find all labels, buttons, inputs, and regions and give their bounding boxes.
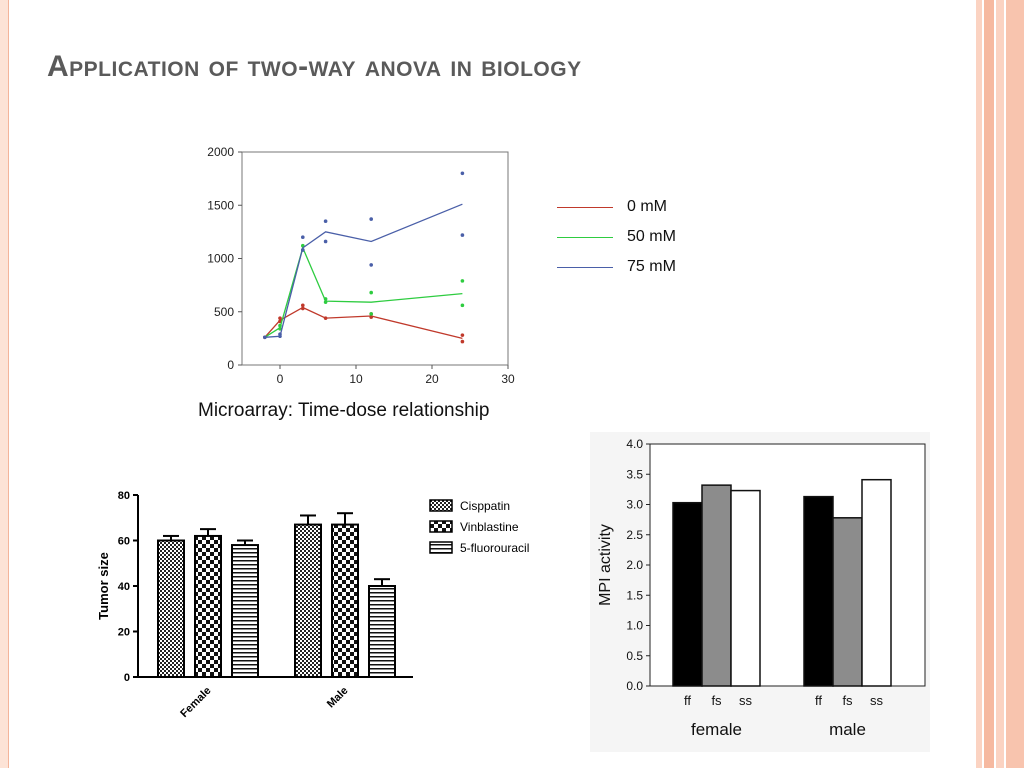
data-point <box>278 332 282 336</box>
y-tick-label: 1500 <box>207 198 234 212</box>
data-point <box>460 233 465 237</box>
series-line-2 <box>264 203 463 338</box>
data-point <box>460 303 465 308</box>
y-tick-label: 0.5 <box>626 649 643 663</box>
legend-item-75mm: 75 mM <box>557 258 676 276</box>
y-tick-label: 0 <box>124 672 130 684</box>
bar-female-fs <box>701 484 732 687</box>
chart-caption: Microarray: Time-dose relationship <box>198 400 490 421</box>
data-point <box>369 263 373 267</box>
y-tick-label: 2000 <box>207 145 234 159</box>
data-point <box>369 290 373 295</box>
data-point <box>278 323 282 328</box>
bar-2-0 <box>231 544 259 678</box>
legend-label-0mm: 0 mM <box>627 198 667 215</box>
slide-left-border <box>0 0 9 768</box>
data-point <box>278 326 282 331</box>
bar-male-ss <box>861 478 892 687</box>
bar-1-0 <box>194 534 222 679</box>
x-tick-label: 20 <box>425 372 439 386</box>
category-label-0: Female <box>178 685 213 720</box>
x-tick-label: 0 <box>277 372 284 386</box>
slide-title: Application of two-way anova in biology <box>47 50 582 83</box>
series-line-1 <box>264 245 463 338</box>
legend-label-75mm: 75 mM <box>627 258 676 275</box>
legend-label-50mm: 50 mM <box>627 228 676 245</box>
data-point <box>301 248 305 252</box>
bar-1-1 <box>331 523 359 679</box>
category-label-1: Male <box>325 685 351 711</box>
data-point <box>323 316 328 320</box>
x-tick-label: 10 <box>349 372 363 386</box>
bar-2-1 <box>368 585 396 678</box>
bar-label-ff: ff <box>815 693 822 708</box>
y-tick-label: 0 <box>227 358 234 372</box>
data-point <box>460 279 465 283</box>
bar-label-fs: fs <box>711 693 722 708</box>
time-dose-line-chart: 0 500 1000 1500 2000 0 10 20 30 <box>207 145 515 386</box>
data-point <box>301 306 305 311</box>
y-tick-label: 20 <box>118 627 130 639</box>
bar-female-ss <box>730 489 761 687</box>
data-point <box>460 333 465 337</box>
data-point <box>301 303 305 308</box>
data-point <box>369 312 373 316</box>
data-point <box>369 315 373 319</box>
legend-swatch-2 <box>429 541 453 554</box>
series-line-0 <box>264 306 463 340</box>
y-tick-label: 1000 <box>207 252 234 266</box>
legend-item-50mm: 50 mM <box>557 228 676 246</box>
y-tick-label: 1.5 <box>626 588 643 602</box>
tumor-size-bar-chart: 0 20 40 60 80 Tumor size Female Male Cisppatin Vi… <box>96 490 529 720</box>
data-point <box>263 335 267 340</box>
legend-swatch-0 <box>429 499 453 512</box>
bar-0-0 <box>157 539 185 678</box>
slide-right-stripes <box>976 0 1024 768</box>
bar-male-ff <box>803 495 834 687</box>
legend-label-1: Vinblastine <box>460 520 519 534</box>
legend-line-0mm <box>557 206 613 208</box>
group-label-male: male <box>829 720 866 739</box>
y-tick-label: 0.0 <box>626 679 643 693</box>
y-tick-label: 3.0 <box>626 498 643 512</box>
legend-label-0: Cisppatin <box>460 499 510 513</box>
mpi-activity-bar-chart: 0.0 0.5 1.0 1.5 2.0 2.5 3.0 3.5 4.0 MPI activity f… <box>590 432 930 752</box>
bar-male-fs <box>832 517 863 687</box>
y-tick-label: 3.5 <box>626 467 643 481</box>
y-tick-label: 2.0 <box>626 558 643 572</box>
data-point <box>323 239 328 244</box>
x-tick-label: 30 <box>501 372 515 386</box>
data-point <box>460 171 465 176</box>
y-tick-label: 40 <box>118 581 130 593</box>
bar-label-ss: ss <box>870 693 884 708</box>
legend-item-0mm: 0 mM <box>557 198 667 216</box>
y-tick-label: 500 <box>214 305 234 319</box>
data-point <box>301 235 305 239</box>
bar-female-ff <box>672 501 703 687</box>
data-point <box>323 219 328 224</box>
y-tick-label: 4.0 <box>626 437 643 451</box>
y-tick-label: 60 <box>118 536 130 548</box>
legend-line-50mm <box>557 236 613 238</box>
legend-line-75mm <box>557 266 613 268</box>
y-tick-label: 1.0 <box>626 619 643 633</box>
y-axis-label: MPI activity <box>597 524 614 606</box>
bar-label-ss: ss <box>739 693 753 708</box>
y-tick-label: 80 <box>118 490 130 502</box>
group-label-female: female <box>691 720 742 739</box>
data-point <box>460 339 465 344</box>
y-axis-label: Tumor size <box>96 552 111 620</box>
y-tick-label: 2.5 <box>626 528 643 542</box>
data-point <box>323 300 328 304</box>
bar-label-ff: ff <box>684 693 691 708</box>
data-point <box>369 217 373 221</box>
data-point <box>278 316 282 320</box>
bar-0-1 <box>294 523 322 679</box>
legend-swatch-1 <box>429 520 453 533</box>
data-point <box>323 297 328 301</box>
bar-label-fs: fs <box>842 693 853 708</box>
plot-area <box>241 151 509 366</box>
legend-label-2: 5-fluorouracil <box>460 541 529 555</box>
